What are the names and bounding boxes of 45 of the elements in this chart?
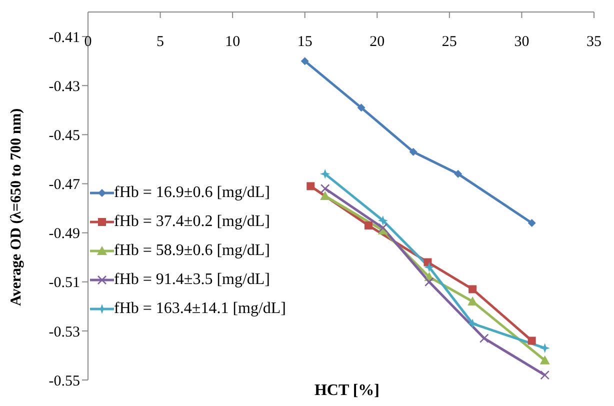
point — [364, 221, 372, 230]
legend-label: fHb = 91.4±3.5 [mg/dL] — [114, 270, 270, 288]
x-tick-label: 5 — [156, 34, 164, 50]
x-tick-label: 15 — [297, 34, 312, 50]
legend-label: fHb = 16.9±0.6 [mg/dL] — [114, 184, 270, 202]
y-tick-label: -0.49 — [48, 226, 80, 242]
point — [479, 334, 489, 343]
x-tick-label: 30 — [514, 34, 530, 50]
point — [468, 296, 478, 306]
x-tick-label: 10 — [225, 34, 240, 50]
point — [454, 170, 462, 178]
legend-label: fHb = 58.9±0.6 [mg/dL] — [114, 242, 270, 260]
point — [424, 277, 434, 287]
point — [300, 57, 309, 66]
point — [357, 104, 366, 112]
point — [306, 182, 315, 190]
x-tick-label: 0 — [84, 34, 92, 50]
x-tick-label: 25 — [442, 34, 457, 50]
point — [424, 262, 434, 272]
y-tick-label: -0.43 — [48, 78, 80, 95]
y-tick-label: -0.47 — [48, 177, 80, 194]
x-tick-label: 35 — [586, 34, 602, 50]
y-tick-label: -0.53 — [48, 324, 80, 340]
x-tick-label: 20 — [370, 34, 385, 50]
point — [320, 168, 330, 179]
point — [378, 216, 388, 226]
point — [540, 370, 550, 380]
point — [528, 336, 536, 345]
point — [320, 184, 330, 194]
y-tick-label: -0.51 — [48, 275, 80, 292]
legend-label: fHb = 37.4±0.2 [mg/dL] — [114, 212, 270, 230]
x-axis-title: HCT [%] — [313, 382, 381, 400]
y-tick-label: -0.41 — [48, 30, 80, 46]
point — [424, 258, 432, 266]
point — [540, 355, 550, 364]
point — [528, 218, 536, 227]
point — [409, 148, 418, 156]
point — [468, 318, 478, 329]
y-tick-label: -0.45 — [48, 128, 80, 144]
point — [320, 191, 330, 200]
y-tick-label: -0.55 — [48, 373, 80, 390]
legend-label: fHb = 163.4±14.1 [mg/dL] — [114, 300, 286, 318]
point — [468, 285, 477, 294]
point — [540, 343, 550, 354]
y-axis-title: Average OD (λ=650 to 700 nm) — [8, 108, 24, 306]
